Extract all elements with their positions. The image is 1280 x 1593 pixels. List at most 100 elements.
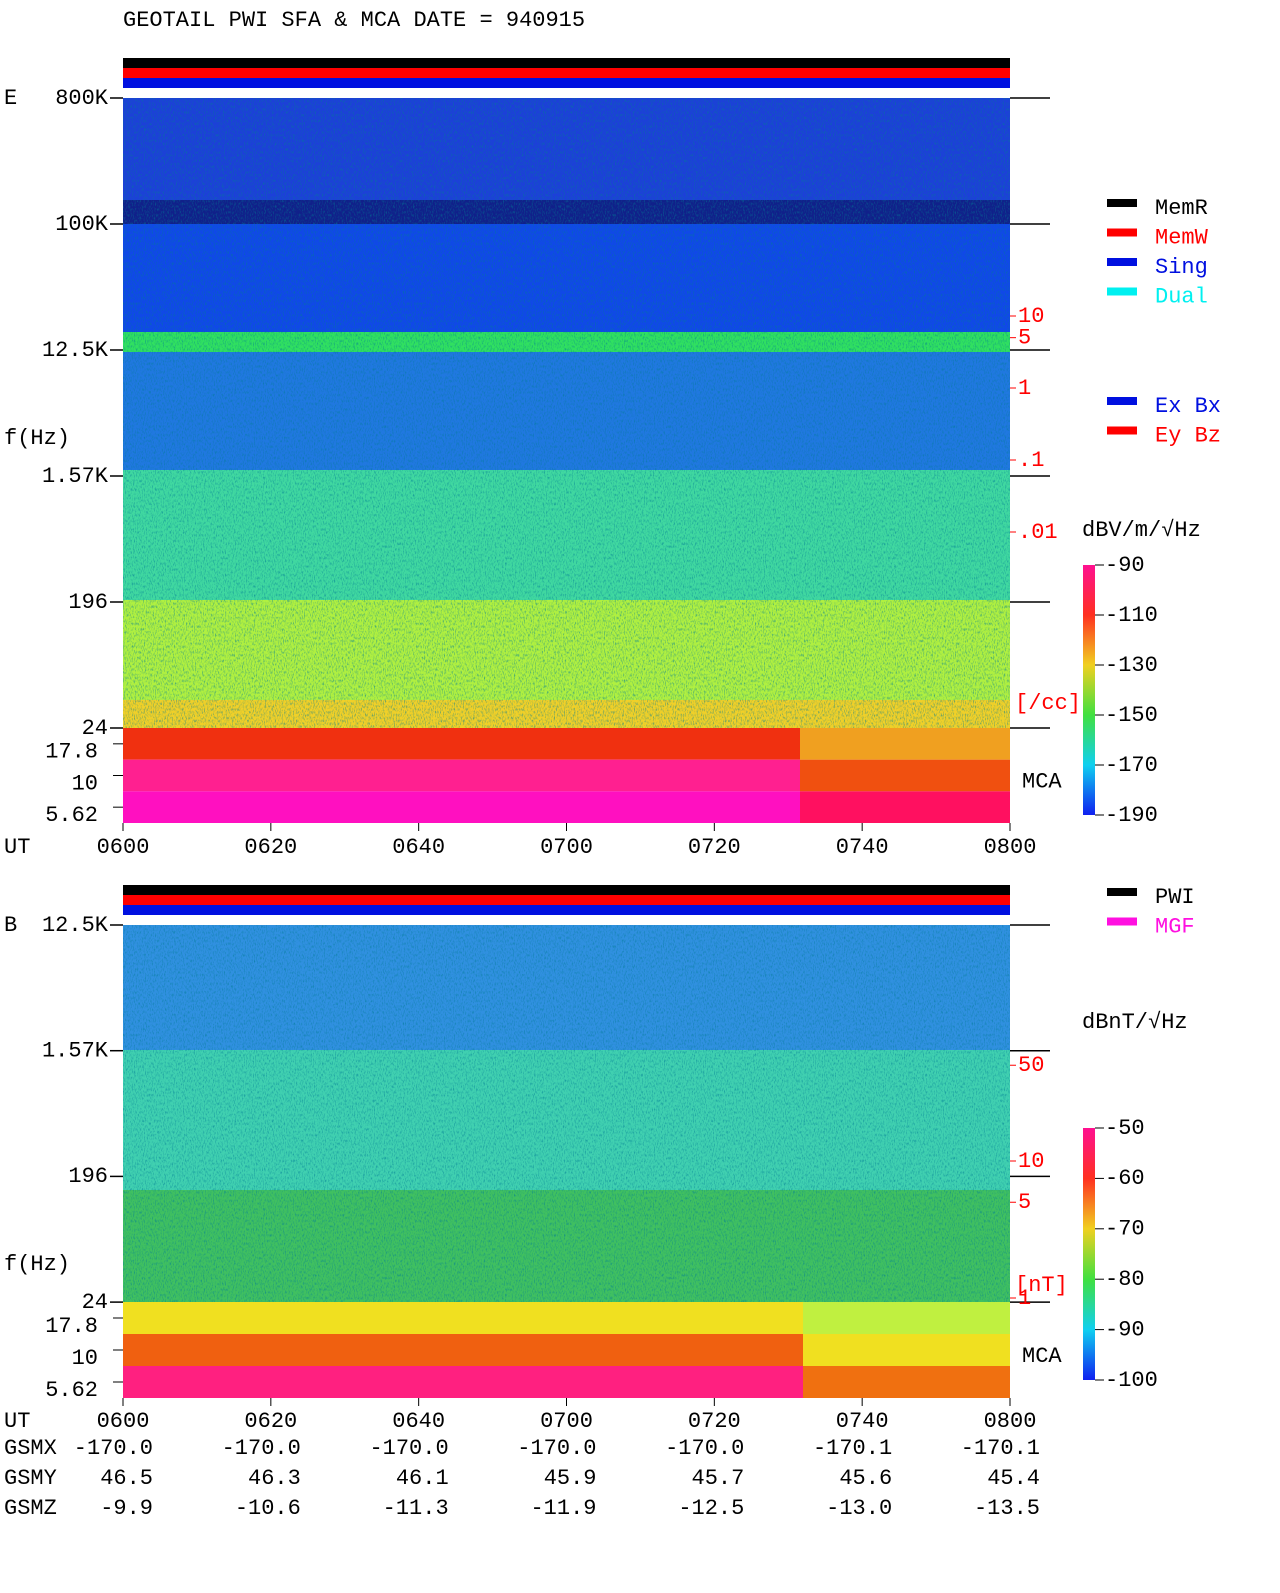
time-label: UT — [4, 1409, 30, 1434]
legend-swatch — [1107, 397, 1137, 405]
colorbar — [1083, 565, 1095, 815]
colorbar-unit: dBV/m/√Hz — [1082, 518, 1201, 543]
panel: B 12.5K 1.57K 196 24 f(Hz) 17.8 10 5.62 MCA 50 10 5 1… — [4, 885, 1195, 1434]
orbit-value: -10.6 — [235, 1496, 301, 1521]
orbit-value: 46.1 — [396, 1466, 449, 1491]
colorbar-tick-label: -190 — [1105, 803, 1158, 828]
colorbar-tick-label: -130 — [1105, 653, 1158, 678]
mca-tick-label: 10 — [72, 1346, 98, 1371]
legend-label: Sing — [1155, 255, 1208, 280]
colorbar-tick-label: -90 — [1105, 1317, 1145, 1342]
colorbar-tick-label: -80 — [1105, 1267, 1145, 1292]
orbit-value: 46.3 — [248, 1466, 301, 1491]
colorbar-tick-label: -70 — [1105, 1217, 1145, 1242]
density-tick-label: 1 — [1018, 1286, 1031, 1311]
status-bar — [123, 885, 1010, 895]
orbit-value: 46.5 — [100, 1466, 153, 1491]
mca-label: MCA — [1022, 1344, 1062, 1369]
density-unit: [/cc] — [1015, 691, 1081, 716]
orbit-label: GSMZ — [4, 1496, 57, 1521]
orbit-value: -170.1 — [961, 1436, 1040, 1461]
orbit-value: -13.0 — [826, 1496, 892, 1521]
mca-band — [800, 759, 1010, 792]
time-tick-label: 0740 — [836, 835, 889, 860]
orbit-value: -170.1 — [813, 1436, 892, 1461]
mca-tick-label: 5.62 — [45, 1378, 98, 1403]
orbit-value: 45.4 — [987, 1466, 1040, 1491]
mca-tick-label: 10 — [72, 771, 98, 796]
mca-band — [123, 1366, 803, 1398]
mca-band — [800, 791, 1010, 823]
panel: E 800K 100K 12.5K 1.57K 196 24 f(Hz) 17.8 10 5.62 M… — [4, 58, 1221, 860]
freq-tick-label: 1.57K — [42, 464, 109, 489]
time-tick-label: 0620 — [244, 835, 297, 860]
orbit-value: -9.9 — [100, 1496, 153, 1521]
legend-swatch — [1107, 287, 1137, 296]
mca-band — [123, 759, 800, 792]
status-bar — [123, 78, 1010, 88]
density-tick-label: 5 — [1018, 1190, 1031, 1215]
component-label: B — [4, 913, 17, 938]
freq-tick-label: 800K — [55, 86, 109, 111]
title: GEOTAIL PWI SFA & MCA DATE = 940915 — [123, 8, 585, 33]
freq-tick-label: 12.5K — [42, 913, 109, 938]
time-tick-label: 0700 — [540, 1409, 593, 1434]
legend-label: Ex Bx — [1155, 394, 1221, 419]
mca-band — [803, 1366, 1010, 1398]
orbit-value: -170.0 — [369, 1436, 448, 1461]
freq-tick-label: 196 — [68, 1164, 108, 1189]
legend-label: Dual — [1155, 284, 1208, 309]
legend-swatch — [1107, 426, 1137, 435]
time-tick-label: 0720 — [688, 835, 741, 860]
mca-tick-label: 5.62 — [45, 803, 98, 828]
orbit-value: -170.0 — [74, 1436, 153, 1461]
mca-band — [800, 728, 1010, 760]
time-tick-label: 0640 — [392, 835, 445, 860]
legend-label: MemR — [1155, 196, 1208, 221]
mca-tick-label: 17.8 — [45, 1314, 98, 1339]
time-tick-label: 0720 — [688, 1409, 741, 1434]
orbit-value: -11.9 — [530, 1496, 596, 1521]
time-tick-label: 0600 — [97, 835, 150, 860]
status-bar — [123, 58, 1010, 68]
orbit-value: -170.0 — [517, 1436, 596, 1461]
density-tick-label: 1 — [1018, 376, 1031, 401]
legend-label: MGF — [1155, 914, 1195, 939]
orbit-value: -170.0 — [222, 1436, 301, 1461]
density-tick-label: 50 — [1018, 1053, 1044, 1078]
orbit-value: -11.3 — [383, 1496, 449, 1521]
legend-swatch — [1107, 228, 1137, 237]
mca-band — [123, 1334, 803, 1366]
freq-tick-label: 24 — [82, 1290, 108, 1315]
component-label: E — [4, 86, 17, 111]
freq-tick-label: 1.57K — [42, 1039, 109, 1064]
density-tick-label: 10 — [1018, 1149, 1044, 1174]
density-unit: [nT] — [1015, 1273, 1068, 1298]
mca-band — [123, 791, 800, 823]
freq-tick-label: 12.5K — [42, 338, 109, 363]
status-bar — [123, 895, 1010, 905]
orbit-value: 45.7 — [692, 1466, 745, 1491]
colorbar-tick-label: -90 — [1105, 553, 1145, 578]
density-tick-label: 10 — [1018, 304, 1044, 329]
orbit-value: 45.9 — [544, 1466, 597, 1491]
time-label: UT — [4, 835, 30, 860]
freq-axis-label: f(Hz) — [4, 426, 70, 451]
time-tick-label: 0600 — [97, 1409, 150, 1434]
freq-tick-label: 100K — [55, 212, 109, 237]
legend-swatch — [1107, 199, 1137, 207]
legend-swatch — [1107, 917, 1137, 926]
mca-tick-label: 17.8 — [45, 740, 98, 765]
orbit-value: -12.5 — [678, 1496, 744, 1521]
mca-label: MCA — [1022, 770, 1062, 795]
colorbar-tick-label: -50 — [1105, 1116, 1145, 1141]
orbit-value: -13.5 — [974, 1496, 1040, 1521]
orbit-value: 45.6 — [839, 1466, 892, 1491]
legend-label: Ey Bz — [1155, 423, 1221, 448]
time-tick-label: 0620 — [244, 1409, 297, 1434]
colorbar-tick-label: -170 — [1105, 753, 1158, 778]
colorbar-unit: dBnT/√Hz — [1082, 1010, 1188, 1035]
colorbar-tick-label: -100 — [1105, 1368, 1158, 1393]
mca-band — [123, 728, 800, 760]
